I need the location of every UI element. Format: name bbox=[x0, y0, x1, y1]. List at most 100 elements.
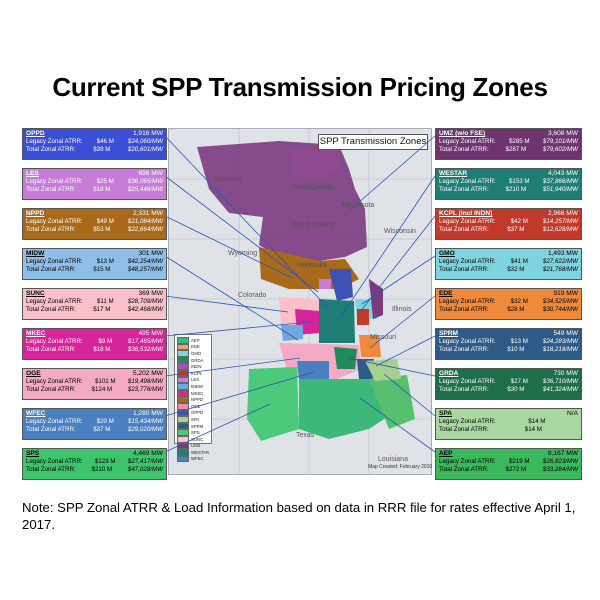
legacy-rate: $14,257/MW bbox=[542, 218, 578, 225]
total-rate: $20,601/MW bbox=[127, 145, 163, 153]
legend-label: KCPL bbox=[191, 370, 203, 376]
zone-box-mkec: MKEC 495 MW Legacy Zonal ATRR: $9 M $17,465/… bbox=[22, 328, 167, 360]
legend-label: LES bbox=[191, 377, 200, 383]
legacy-amount: $123 M bbox=[94, 458, 116, 465]
state-label-wyoming: Wyoming bbox=[228, 250, 258, 257]
zone-name: MKEC bbox=[26, 330, 46, 337]
legend-item: GMO bbox=[177, 350, 209, 357]
legacy-label: Legacy Zonal ATRR: bbox=[439, 138, 496, 145]
total-label: Total Zonal ATRR: bbox=[26, 185, 76, 193]
total-rate: $47,028/MW bbox=[127, 465, 163, 473]
legacy-label: Legacy Zonal ATRR: bbox=[26, 338, 83, 345]
legend-label: INDN bbox=[191, 364, 202, 370]
legacy-amount: $9 M bbox=[98, 338, 113, 345]
zone-mw: 4,469 MW bbox=[132, 450, 163, 457]
total-amount: $10 M bbox=[507, 345, 525, 353]
legacy-amount: $219 M bbox=[508, 458, 530, 465]
zone-box-sprm: SPRM 549 MW Legacy Zonal ATRR: $13 M $24,283… bbox=[435, 328, 582, 360]
legend-swatch bbox=[177, 369, 189, 377]
zone-box-midw: MIDW 301 MW Legacy Zonal ATRR: $13 M $42,254… bbox=[22, 248, 167, 280]
legacy-label: Legacy Zonal ATRR: bbox=[439, 298, 496, 305]
zone-box-umz: UMZ (w/o FSE) 3,608 MW Legacy Zonal ATRR: $… bbox=[435, 128, 582, 160]
legend-item: MKEC bbox=[177, 389, 209, 397]
legend-swatch bbox=[177, 363, 189, 370]
legend-label: SUNC bbox=[191, 436, 204, 442]
legend-item: SPRM bbox=[177, 422, 209, 430]
zone-mw: 5,202 MW bbox=[132, 370, 163, 377]
legend-swatch bbox=[177, 396, 189, 403]
legacy-rate: $36,710/MW bbox=[542, 378, 578, 385]
legend-item: NPPD bbox=[177, 396, 209, 403]
legend-swatch bbox=[177, 416, 189, 423]
total-amount: $53 M bbox=[93, 225, 111, 233]
total-label: Total Zonal ATRR: bbox=[439, 385, 489, 393]
legend-swatch bbox=[177, 343, 189, 351]
zone-box-gmo: GMO 1,493 MW Legacy Zonal ATRR: $41 M $27,62… bbox=[435, 248, 582, 280]
zone-mw: 8,167 MW bbox=[547, 450, 578, 457]
legend-swatch bbox=[177, 429, 189, 436]
total-label: Total Zonal ATRR: bbox=[439, 145, 489, 153]
zone-mw: 301 MW bbox=[138, 250, 163, 257]
total-amount: $124 M bbox=[91, 385, 113, 393]
zone-name: SPS bbox=[26, 450, 40, 457]
legacy-amount: $25 M bbox=[96, 178, 114, 185]
zone-box-westar: WESTAR 4,043 MW Legacy Zonal ATRR: $153 M $3… bbox=[435, 168, 582, 200]
legacy-amount: $101 M bbox=[94, 378, 116, 385]
legend-swatch bbox=[177, 455, 189, 463]
total-label: Total Zonal ATRR: bbox=[26, 265, 76, 273]
legend-swatch bbox=[177, 422, 189, 430]
legacy-amount: $285 M bbox=[508, 138, 530, 145]
legend-item: SPA bbox=[177, 416, 209, 423]
total-rate: $29,020/MW bbox=[127, 425, 163, 433]
zone-name: OGE bbox=[26, 370, 41, 377]
zone-name: EDE bbox=[439, 290, 453, 297]
zone-name: SUNC bbox=[26, 290, 45, 297]
legacy-rate: $21,084/MW bbox=[127, 218, 163, 225]
legend-item: SPS bbox=[177, 429, 209, 436]
legend-item: KCPL bbox=[177, 369, 209, 377]
legacy-label: Legacy Zonal ATRR: bbox=[26, 178, 83, 185]
legend-item: SUNC bbox=[177, 435, 209, 443]
zone-box-wfec: WFEC 1,280 MW Legacy Zonal ATRR: $20 M $15,4… bbox=[22, 408, 167, 440]
total-rate: $51,940/MW bbox=[542, 185, 578, 193]
legacy-label: Legacy Zonal ATRR: bbox=[439, 338, 496, 345]
legend-label: AEP bbox=[191, 337, 200, 343]
total-label: Total Zonal ATRR: bbox=[439, 185, 489, 193]
legend-item: WFEC bbox=[177, 455, 209, 463]
state-label-illinois: Illinois bbox=[392, 306, 412, 313]
total-label: Total Zonal ATRR: bbox=[439, 345, 489, 353]
total-rate: $21,768/MW bbox=[542, 265, 578, 273]
state-label-texas: Texas bbox=[296, 432, 315, 439]
total-amount: $18 M bbox=[93, 185, 111, 193]
map-credit: Map Created: February 2016 bbox=[368, 464, 433, 470]
total-label: Total Zonal ATRR: bbox=[26, 225, 76, 233]
zone-mw: 3,608 MW bbox=[547, 130, 578, 137]
legacy-rate: $79,101/MW bbox=[542, 138, 578, 145]
total-label: Total Zonal ATRR: bbox=[439, 225, 489, 233]
zone-mw: 1,916 MW bbox=[132, 130, 163, 137]
legend-item: OPPD bbox=[177, 409, 209, 417]
legend-swatch bbox=[177, 449, 189, 456]
state-label-north-dakota: North Dakota bbox=[292, 184, 334, 191]
legacy-rate: $36,065/MW bbox=[127, 178, 163, 185]
total-amount: $15 M bbox=[93, 265, 111, 273]
legend-item: UMZ bbox=[177, 442, 209, 450]
legacy-rate: $27,417/MW bbox=[127, 458, 163, 465]
legend-swatch bbox=[177, 356, 189, 364]
legacy-amount: $14 M bbox=[528, 418, 546, 425]
legend-label: NPPD bbox=[191, 397, 203, 403]
legend-item: INDN bbox=[177, 363, 209, 370]
zone-mw: 1,493 MW bbox=[547, 250, 578, 257]
total-amount: $37 M bbox=[93, 425, 111, 433]
legacy-label: Legacy Zonal ATRR: bbox=[26, 218, 83, 225]
legacy-label: Legacy Zonal ATRR: bbox=[439, 378, 496, 385]
legacy-label: Legacy Zonal ATRR: bbox=[439, 458, 496, 465]
total-rate: $42,468/MW bbox=[127, 305, 163, 313]
legend-item: GRDA bbox=[177, 356, 209, 364]
legacy-amount: $11 M bbox=[96, 298, 114, 305]
zone-name: MIDW bbox=[26, 250, 45, 257]
total-amount: $28 M bbox=[507, 305, 525, 313]
total-label: Total Zonal ATRR: bbox=[26, 305, 76, 313]
legend-swatch bbox=[177, 383, 189, 390]
zone-name: WESTAR bbox=[439, 170, 468, 177]
